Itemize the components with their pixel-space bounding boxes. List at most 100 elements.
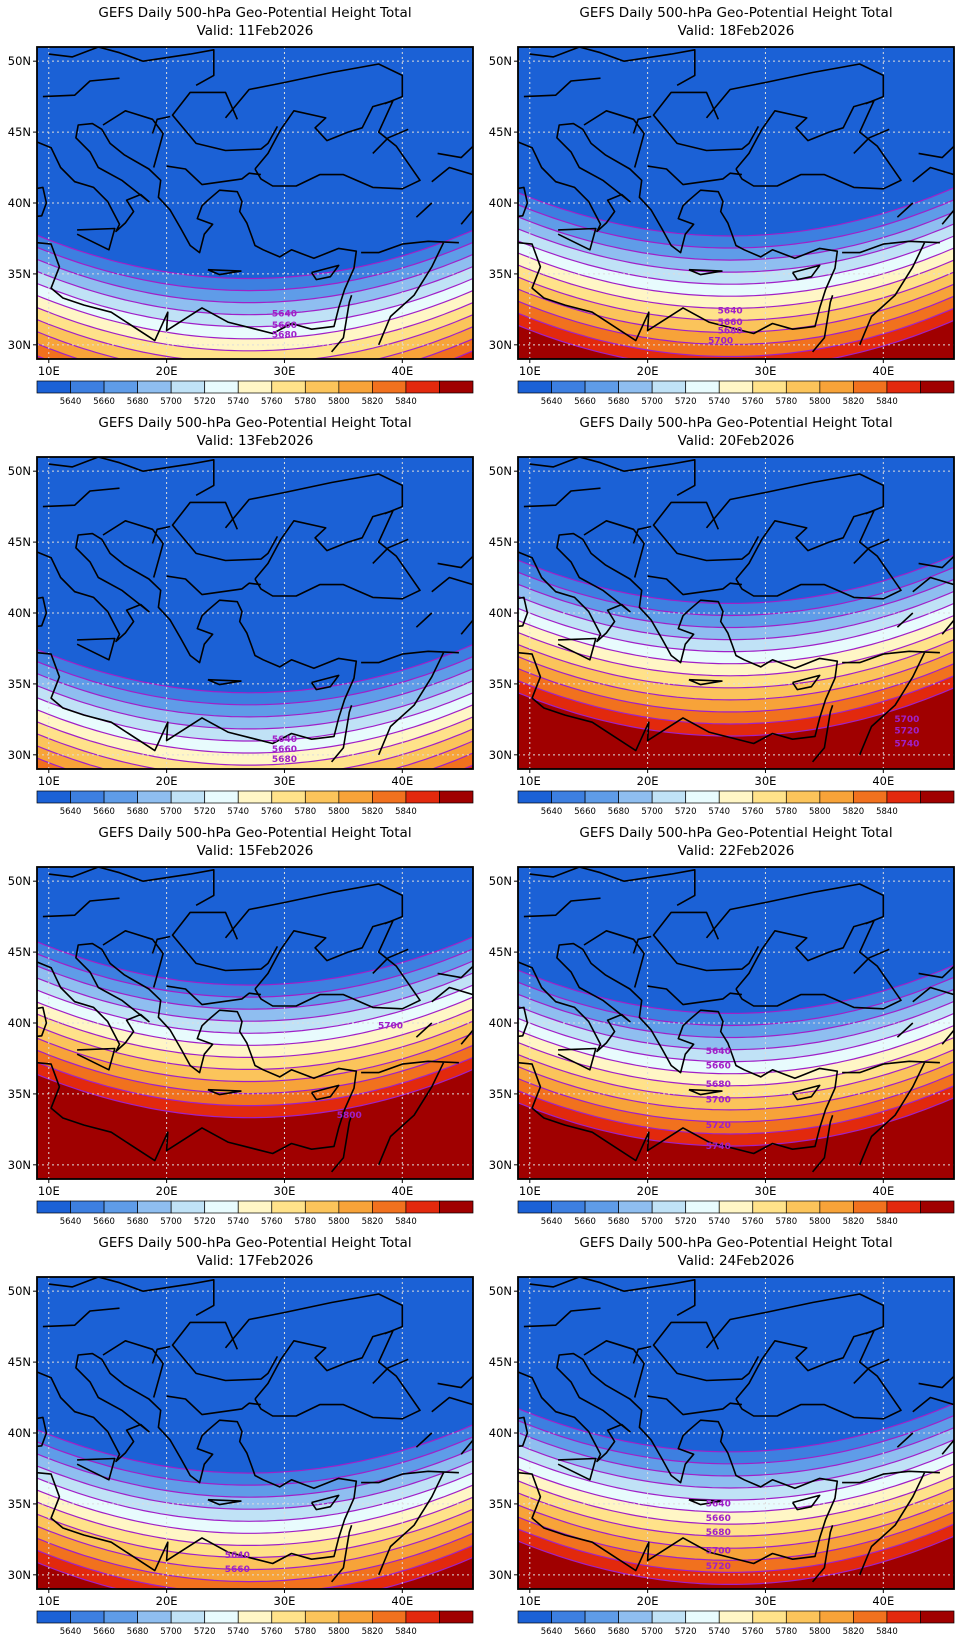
coastline: [811, 704, 834, 763]
lat-label: 50N: [489, 874, 512, 888]
colorbar-swatch: [204, 790, 239, 804]
coastline: [415, 612, 433, 628]
colorbar: 5640 5660 5680 5700 5720 5740 5760 5780 5800 5820…: [517, 790, 955, 817]
colorbar: 5640 5660 5680 5700 5720 5740 5760 5780 5800 5820…: [517, 1610, 955, 1637]
coastline: [37, 942, 358, 1162]
colorbar-swatch: [204, 1200, 239, 1214]
lat-label: 35N: [8, 1497, 31, 1511]
coastline: [431, 576, 473, 593]
colorbar-label: 5840: [876, 397, 898, 407]
coastline: [791, 1494, 821, 1511]
coastline: [735, 100, 902, 190]
colorbar-swatch: [618, 1200, 653, 1214]
coastline: [330, 1524, 353, 1583]
coastline: [632, 525, 652, 544]
coastline: [842, 240, 940, 254]
lon-label: 40E: [872, 774, 894, 788]
contour-label: 5720: [706, 1121, 731, 1131]
colorbar-swatch: [752, 790, 787, 804]
coastline: [523, 487, 601, 508]
colorbar-label: 5740: [227, 807, 249, 817]
colorbar-swatch: [718, 380, 754, 394]
colorbar-swatch: [517, 1610, 552, 1624]
coastline: [437, 965, 473, 979]
map-panel: GEFS Daily 500-hPa Geo-Potential Height …: [8, 5, 474, 407]
contour-label: 5640: [225, 1551, 250, 1561]
colorbar-swatch: [372, 1610, 407, 1624]
lat-label: 30N: [8, 748, 31, 762]
coastline: [42, 487, 120, 508]
coastline: [361, 1470, 459, 1484]
lon-label: 10E: [38, 1184, 60, 1198]
contour-line: [37, 728, 473, 769]
coastline: [896, 612, 914, 628]
coastline: [858, 242, 926, 346]
lat-label: 40N: [8, 1426, 31, 1440]
coastline: [858, 1472, 926, 1576]
colorbar-label: 5680: [127, 397, 149, 407]
contour-line: [37, 1056, 473, 1107]
colorbar-label: 5800: [809, 1217, 831, 1227]
colorbar-label: 5780: [294, 397, 316, 407]
coastline: [151, 525, 171, 544]
lon-label: 30E: [755, 364, 777, 378]
colorbar-swatch: [752, 1200, 787, 1214]
lon-label: 40E: [391, 1594, 413, 1608]
colorbar-swatch: [304, 1200, 340, 1214]
panel-title: GEFS Daily 500-hPa Geo-Potential Height …: [98, 415, 411, 431]
lat-label: 35N: [489, 677, 512, 691]
colorbar-swatch: [338, 380, 373, 394]
lat-label: 35N: [489, 1087, 512, 1101]
coastline: [377, 1472, 445, 1576]
coastline: [76, 637, 116, 661]
coastline: [37, 122, 358, 342]
panel-title: GEFS Daily 500-hPa Geo-Potential Height …: [579, 415, 892, 431]
contour-label: 5660: [706, 1514, 731, 1524]
coastline: [688, 1498, 723, 1506]
coastline: [377, 652, 445, 756]
colorbar-swatch: [304, 1610, 340, 1624]
lat-label: 30N: [489, 1158, 512, 1172]
coastline: [102, 110, 164, 168]
contour-line: [518, 1487, 954, 1537]
lat-label: 30N: [489, 338, 512, 352]
colorbar-label: 5680: [608, 397, 630, 407]
colorbar-swatch: [584, 790, 619, 804]
contour-label: 5700: [378, 1022, 403, 1032]
colorbar-swatch: [685, 1610, 720, 1624]
coastline: [151, 935, 171, 954]
contour-line: [518, 1012, 954, 1063]
colorbar-swatch: [405, 380, 440, 394]
contour-line: [37, 1032, 473, 1083]
panel-valid-date: Valid: 22Feb2026: [678, 843, 795, 859]
colorbar-swatch: [718, 1200, 754, 1214]
contour-line: [518, 1451, 954, 1501]
lon-label: 30E: [755, 1184, 777, 1198]
coastline: [529, 867, 696, 906]
colorbar-swatch: [70, 1200, 105, 1214]
coastline: [48, 1277, 215, 1316]
lat-label: 50N: [489, 1284, 512, 1298]
colorbar-label: 5800: [328, 1217, 350, 1227]
lon-label: 20E: [156, 774, 178, 788]
lat-label: 45N: [489, 945, 512, 959]
lon-label: 10E: [519, 364, 541, 378]
colorbar-swatch: [819, 1200, 854, 1214]
lat-label: 30N: [8, 1158, 31, 1172]
colorbar-label: 5740: [708, 397, 730, 407]
colorbar-label: 5680: [608, 1217, 630, 1227]
lon-label: 10E: [38, 1594, 60, 1608]
lat-label: 30N: [489, 1568, 512, 1582]
contour-line: [518, 1000, 954, 1051]
colorbar-swatch: [204, 1610, 239, 1624]
colorbar-label: 5840: [395, 1627, 417, 1637]
colorbar-swatch: [271, 1200, 306, 1214]
lon-label: 40E: [391, 364, 413, 378]
coastline: [518, 596, 529, 628]
lat-label: 30N: [8, 338, 31, 352]
coastline: [632, 115, 652, 134]
coastline: [310, 264, 340, 281]
contour-line: [37, 936, 473, 986]
map-panel: GEFS Daily 500-hPa Geo-Potential Height …: [8, 1235, 474, 1637]
colorbar-swatch: [785, 1610, 821, 1624]
